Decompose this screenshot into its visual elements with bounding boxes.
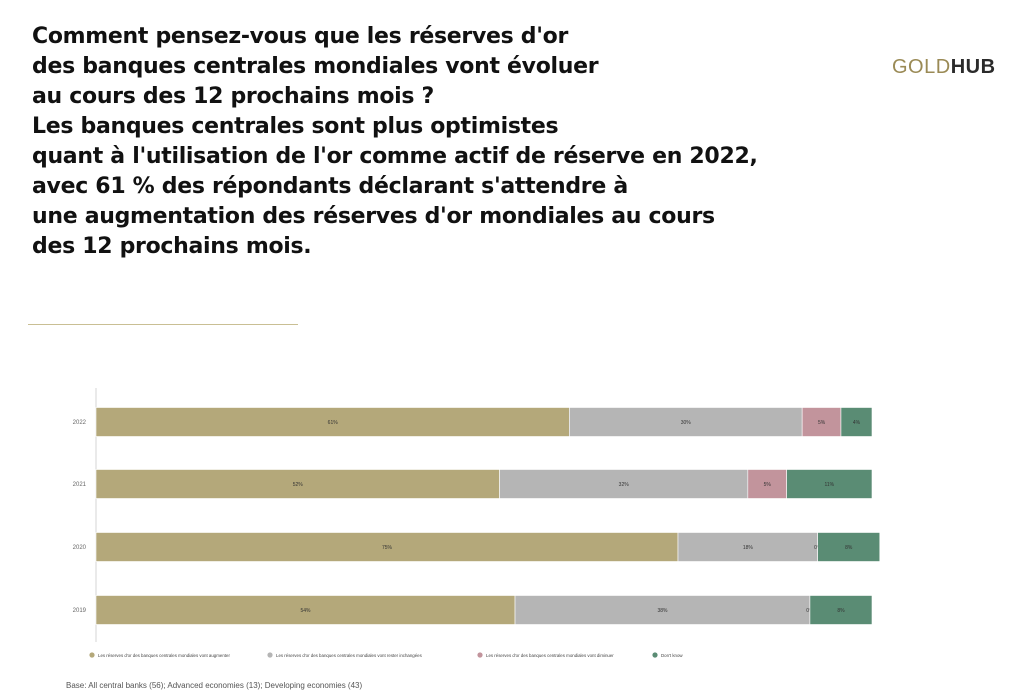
data-label: 30%: [681, 420, 692, 426]
y-tick-label: 2020: [73, 545, 87, 551]
data-label: 38%: [657, 608, 668, 614]
headline-line: au cours des 12 prochains mois ?: [32, 84, 434, 109]
logo-hub-text: HUB: [950, 56, 996, 78]
legend-label: Don't know: [661, 653, 683, 658]
legend-marker: [89, 652, 95, 658]
headline-line: des banques centrales mondiales vont évo…: [32, 54, 599, 79]
data-label: 61%: [328, 420, 339, 426]
stacked-bar-chart: 202261%30%5%4%202152%32%5%11%202075%18%0…: [73, 388, 881, 658]
logo-gold-text: GOLD: [892, 56, 951, 78]
bar-segment: [514, 595, 811, 625]
data-label: 32%: [619, 482, 630, 488]
data-label: 8%: [837, 608, 845, 614]
base-note: Base: All central banks (56); Advanced e…: [66, 681, 363, 690]
data-label: 5%: [818, 420, 826, 426]
bar-segment: [95, 532, 679, 562]
bar-segment: [840, 407, 873, 437]
bar-segment: [786, 469, 873, 499]
headline-line: Les banques centrales sont plus optimist…: [32, 114, 559, 139]
headline-line: quant à l'utilisation de l'or comme acti…: [32, 144, 758, 169]
bar-segment: [809, 595, 873, 625]
headline-line: une augmentation des réserves d'or mondi…: [32, 204, 715, 229]
data-label: 75%: [382, 545, 393, 551]
legend-marker: [652, 652, 658, 658]
headline-line: avec 61 % des répondants déclarant s'att…: [32, 174, 628, 199]
data-label: 52%: [293, 482, 304, 488]
legend-label: Les réserves d'or des banques centrales …: [486, 653, 614, 658]
headline: Comment pensez-vous que les réserves d'o…: [32, 22, 832, 262]
legend-marker: [477, 652, 483, 658]
legend-marker: [267, 652, 273, 658]
data-label: 11%: [824, 482, 834, 488]
legend-label: Les réserves d'or des banques centrales …: [276, 653, 423, 658]
legend-label: Les réserves d'or des banques centrales …: [98, 653, 230, 658]
data-label: 18%: [743, 545, 754, 551]
bar-segment: [817, 532, 881, 562]
headline-line: des 12 prochains mois.: [32, 234, 312, 259]
bar-segment: [95, 595, 516, 625]
divider-rule: [28, 324, 298, 325]
y-tick-label: 2022: [73, 420, 87, 426]
goldhub-logo: GOLDHUB: [892, 56, 996, 79]
bar-segment: [499, 469, 749, 499]
bar-segment: [569, 407, 803, 437]
data-label: 4%: [853, 420, 861, 426]
bar-segment: [677, 532, 818, 562]
y-tick-label: 2019: [73, 608, 87, 614]
data-label: 5%: [764, 482, 772, 488]
bar-segment: [801, 407, 842, 437]
data-label: 8%: [845, 545, 853, 551]
bar-segment: [95, 407, 570, 437]
headline-line: Comment pensez-vous que les réserves d'o…: [32, 24, 569, 49]
y-tick-label: 2021: [73, 482, 87, 488]
data-label: 54%: [301, 608, 312, 614]
